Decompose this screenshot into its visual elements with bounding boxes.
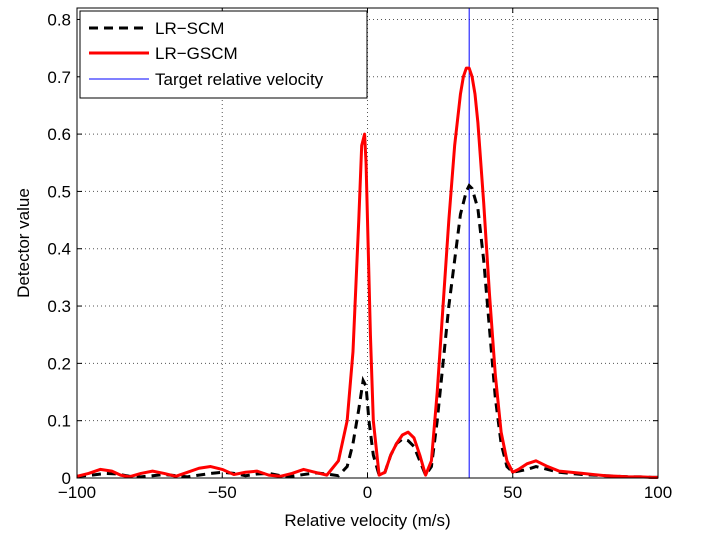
grid (77, 8, 658, 478)
x-tick-label: 50 (503, 483, 522, 502)
y-tick-label: 0.2 (47, 354, 71, 373)
legend-label-target-relative-velocity: Target relative velocity (155, 70, 324, 89)
y-tick-label: 0.3 (47, 297, 71, 316)
x-axis-title: Relative velocity (m/s) (284, 511, 450, 530)
x-tick-label: 100 (644, 483, 672, 502)
x-tick-label: −50 (208, 483, 237, 502)
series-layer (76, 8, 658, 479)
legend: LR−SCM LR−GSCM Target relative velocity (79, 10, 368, 99)
x-tick-label: −100 (58, 483, 96, 502)
series-lr-gscm-line (76, 66, 658, 479)
ticks: −100 −50 0 50 100 0 0.1 0.2 0.3 0.4 0.5 0.6 0.7 0.8 (47, 8, 672, 502)
y-tick-label: 0 (62, 469, 71, 488)
series-lr-scm-line (76, 183, 658, 479)
x-tick-label: 0 (363, 483, 372, 502)
y-tick-label: 0.8 (47, 10, 71, 29)
y-tick-label: 0.1 (47, 412, 71, 431)
legend-label-lr-scm: LR−SCM (155, 19, 224, 38)
y-tick-label: 0.7 (47, 68, 71, 87)
legend-label-lr-gscm: LR−GSCM (155, 44, 238, 63)
y-axis-title: Detector value (14, 188, 33, 298)
y-tick-label: 0.4 (47, 240, 71, 259)
y-tick-label: 0.5 (47, 182, 71, 201)
y-tick-label: 0.6 (47, 125, 71, 144)
